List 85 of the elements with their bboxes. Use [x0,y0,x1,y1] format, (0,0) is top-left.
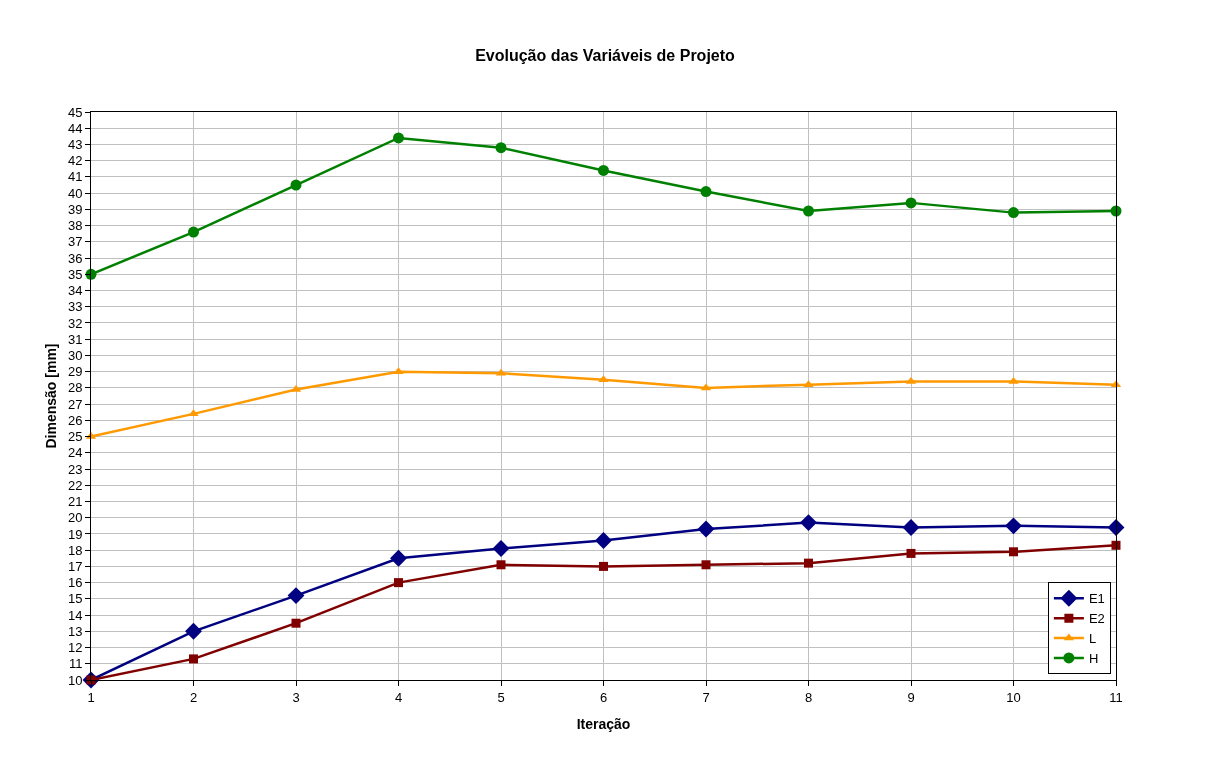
y-axis-title: Dimensão [mm] [42,343,59,449]
point [185,622,202,640]
point [291,618,301,628]
y-tick-label: 25 [67,429,83,445]
legend-label: L [1088,631,1097,647]
legend-label: E2 [1088,611,1105,627]
point [393,132,404,144]
point [1005,517,1022,535]
point [598,375,609,383]
y-tick-label: 37 [67,234,83,250]
y-tick-label: 16 [67,575,83,591]
point [599,561,608,571]
point [188,409,199,417]
y-tick-label: 23 [67,461,83,477]
y-tick-label: 31 [67,331,83,347]
chart-title: Evolução das Variáveis de Projeto [475,46,736,64]
x-tick-label: 8 [804,689,813,705]
y-tick-label: 17 [67,558,83,574]
point [1008,376,1019,384]
point [595,531,612,549]
y-tick-label: 15 [67,591,83,607]
x-tick-label: 2 [189,689,198,705]
y-tick-label: 11 [68,656,83,672]
point [189,654,198,664]
point [188,226,199,238]
y-tick-label: 45 [67,104,83,120]
point [496,560,506,570]
point [287,587,305,605]
point [803,205,814,217]
x-tick-label: 11 [1109,689,1123,705]
point [701,560,711,570]
y-tick-label: 28 [67,380,83,396]
x-tick-label: 9 [907,689,915,705]
legend-label: H [1088,651,1099,667]
point [290,179,302,191]
x-tick-label: 7 [702,689,710,705]
y-tick-label: 30 [67,347,83,363]
point [495,142,507,154]
y-tick-label: 18 [67,542,83,558]
point [902,519,920,536]
x-tick-label: 10 [1006,689,1021,705]
x-axis-title: Iteração [576,715,631,732]
y-tick-label: 24 [67,445,83,461]
point [390,549,407,567]
point [697,520,715,538]
point [804,558,813,568]
point [700,186,712,198]
x-tick-label: 4 [394,689,403,705]
point [394,578,403,588]
y-tick-label: 22 [67,477,83,493]
point [906,548,916,558]
y-tick-label: 12 [67,640,83,656]
y-tick-label: 34 [67,283,83,299]
y-tick-label: 32 [67,315,83,331]
point [1009,547,1018,557]
y-tick-label: 41 [67,169,83,185]
y-tick-label: 29 [67,364,83,380]
y-tick-label: 20 [67,510,83,526]
point [800,514,817,532]
y-tick-label: 27 [67,396,83,412]
y-tick-label: 19 [67,526,83,542]
point [598,164,609,176]
y-tick-label: 35 [67,266,83,282]
y-tick-label: 21 [67,494,83,510]
y-tick-label: 39 [67,201,83,217]
x-tick-label: 6 [599,689,608,705]
point [1008,207,1019,219]
point [492,540,510,557]
y-tick-label: 14 [67,607,83,623]
x-tick-label: 5 [497,689,505,705]
x-tick-label: 1 [87,689,95,705]
y-tick-label: 42 [67,153,83,169]
x-tick-label: 3 [292,689,300,705]
y-tick-label: 44 [67,120,83,136]
legend-label: E1 [1088,591,1105,607]
y-tick-label: 13 [67,623,83,639]
y-tick-label: 10 [67,672,83,688]
y-tick-label: 43 [67,137,83,153]
y-tick-label: 40 [67,185,83,201]
point [1107,519,1125,536]
y-tick-label: 38 [67,218,83,234]
y-tick-label: 33 [67,299,83,315]
y-tick-label: 26 [67,412,83,428]
y-tick-label: 36 [67,250,83,266]
point [905,197,917,209]
